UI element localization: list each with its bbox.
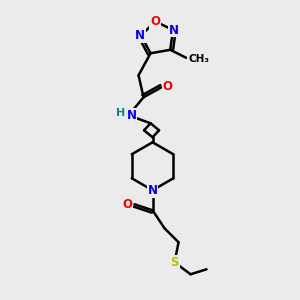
Text: N: N xyxy=(148,184,158,197)
Text: O: O xyxy=(150,15,160,28)
Text: N: N xyxy=(169,23,179,37)
Text: N: N xyxy=(127,109,136,122)
Text: O: O xyxy=(122,198,133,211)
Text: CH₃: CH₃ xyxy=(188,54,209,64)
Text: N: N xyxy=(135,29,145,42)
Text: O: O xyxy=(163,80,172,93)
Text: H: H xyxy=(116,108,125,118)
Text: S: S xyxy=(170,256,179,269)
